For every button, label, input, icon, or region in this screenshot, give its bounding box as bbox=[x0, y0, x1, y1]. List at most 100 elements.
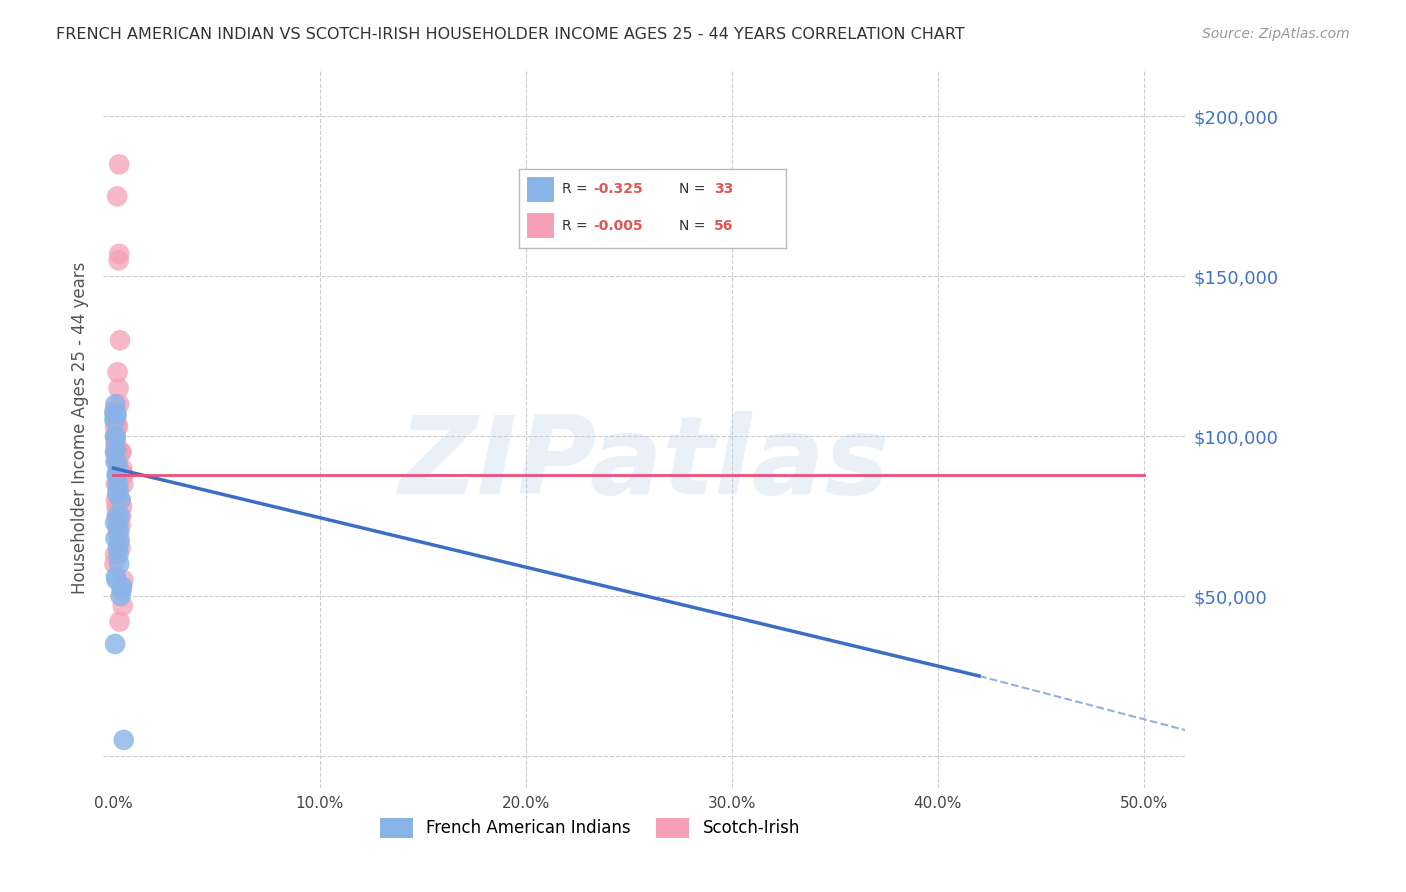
Point bbox=[107, 419, 129, 434]
Point bbox=[111, 500, 134, 514]
Point bbox=[108, 157, 131, 171]
Point bbox=[108, 509, 131, 524]
Point bbox=[107, 518, 129, 533]
Point bbox=[108, 445, 131, 459]
Point bbox=[105, 451, 128, 466]
Text: 33: 33 bbox=[714, 182, 733, 196]
Point bbox=[103, 557, 125, 571]
Text: FRENCH AMERICAN INDIAN VS SCOTCH-IRISH HOUSEHOLDER INCOME AGES 25 - 44 YEARS COR: FRENCH AMERICAN INDIAN VS SCOTCH-IRISH H… bbox=[56, 27, 965, 42]
Point bbox=[107, 548, 129, 562]
Point bbox=[105, 467, 128, 482]
Text: Source: ZipAtlas.com: Source: ZipAtlas.com bbox=[1202, 27, 1350, 41]
Point bbox=[104, 455, 127, 469]
Point bbox=[105, 518, 128, 533]
Point bbox=[110, 541, 132, 555]
Point bbox=[108, 525, 131, 540]
Point bbox=[107, 458, 129, 472]
Point bbox=[110, 493, 132, 508]
Legend: French American Indians, Scotch-Irish: French American Indians, Scotch-Irish bbox=[373, 812, 807, 844]
Point bbox=[104, 516, 127, 530]
Point bbox=[111, 445, 134, 459]
Point bbox=[107, 518, 129, 533]
Point bbox=[107, 541, 129, 555]
Point bbox=[108, 333, 131, 347]
Point bbox=[104, 435, 127, 450]
Point bbox=[104, 429, 127, 443]
Point bbox=[104, 493, 127, 508]
Point bbox=[104, 429, 127, 443]
Text: N =: N = bbox=[679, 219, 710, 233]
Point bbox=[112, 573, 135, 587]
Point bbox=[111, 579, 134, 593]
Point bbox=[108, 397, 131, 411]
Point bbox=[105, 413, 128, 427]
Point bbox=[107, 467, 129, 482]
Point bbox=[105, 467, 128, 482]
Point bbox=[105, 573, 128, 587]
Text: -0.005: -0.005 bbox=[593, 219, 644, 233]
Point bbox=[107, 381, 129, 395]
Point bbox=[110, 589, 132, 603]
Point bbox=[104, 445, 127, 459]
Point bbox=[110, 493, 132, 508]
Point bbox=[104, 455, 127, 469]
Point bbox=[104, 477, 127, 491]
Point bbox=[104, 532, 127, 546]
Point bbox=[108, 534, 131, 549]
Point bbox=[111, 582, 134, 597]
Point bbox=[104, 429, 127, 443]
Point bbox=[105, 509, 128, 524]
Text: -0.325: -0.325 bbox=[593, 182, 644, 196]
Point bbox=[104, 548, 127, 562]
Point bbox=[107, 502, 129, 516]
Point bbox=[104, 435, 127, 450]
Point bbox=[107, 541, 129, 555]
Point bbox=[103, 403, 125, 417]
Point bbox=[104, 403, 127, 417]
Bar bbox=[527, 177, 554, 202]
Text: ZIPatlas: ZIPatlas bbox=[398, 411, 890, 517]
Point bbox=[104, 419, 127, 434]
Bar bbox=[527, 213, 554, 238]
Point bbox=[105, 509, 128, 524]
Text: 56: 56 bbox=[714, 219, 734, 233]
Point bbox=[112, 477, 135, 491]
Point bbox=[105, 419, 128, 434]
Point bbox=[103, 407, 125, 421]
Point bbox=[104, 439, 127, 453]
Point bbox=[104, 413, 127, 427]
Point bbox=[104, 397, 127, 411]
Point bbox=[105, 407, 128, 421]
Point bbox=[108, 557, 131, 571]
Point bbox=[110, 518, 132, 533]
Point bbox=[107, 253, 129, 268]
Point bbox=[104, 637, 127, 651]
Point bbox=[104, 445, 127, 459]
Point bbox=[112, 467, 135, 482]
Point bbox=[105, 455, 128, 469]
Point bbox=[111, 599, 134, 613]
Point bbox=[104, 407, 127, 421]
Y-axis label: Householder Income Ages 25 - 44 years: Householder Income Ages 25 - 44 years bbox=[72, 262, 89, 594]
Point bbox=[107, 532, 129, 546]
Point bbox=[108, 477, 131, 491]
Point bbox=[107, 365, 129, 379]
Point bbox=[107, 483, 129, 498]
Point bbox=[105, 189, 128, 203]
Text: N =: N = bbox=[679, 182, 710, 196]
Point bbox=[111, 461, 134, 475]
Point bbox=[108, 532, 131, 546]
Point bbox=[104, 429, 127, 443]
Point bbox=[104, 442, 127, 456]
Point bbox=[105, 486, 128, 500]
Point bbox=[110, 509, 132, 524]
Point bbox=[103, 413, 125, 427]
Text: R =: R = bbox=[562, 219, 592, 233]
Text: R =: R = bbox=[562, 182, 592, 196]
Point bbox=[112, 732, 135, 747]
Point bbox=[104, 570, 127, 584]
Point bbox=[107, 461, 129, 475]
Point bbox=[105, 500, 128, 514]
Point bbox=[111, 467, 134, 482]
Point bbox=[110, 445, 132, 459]
